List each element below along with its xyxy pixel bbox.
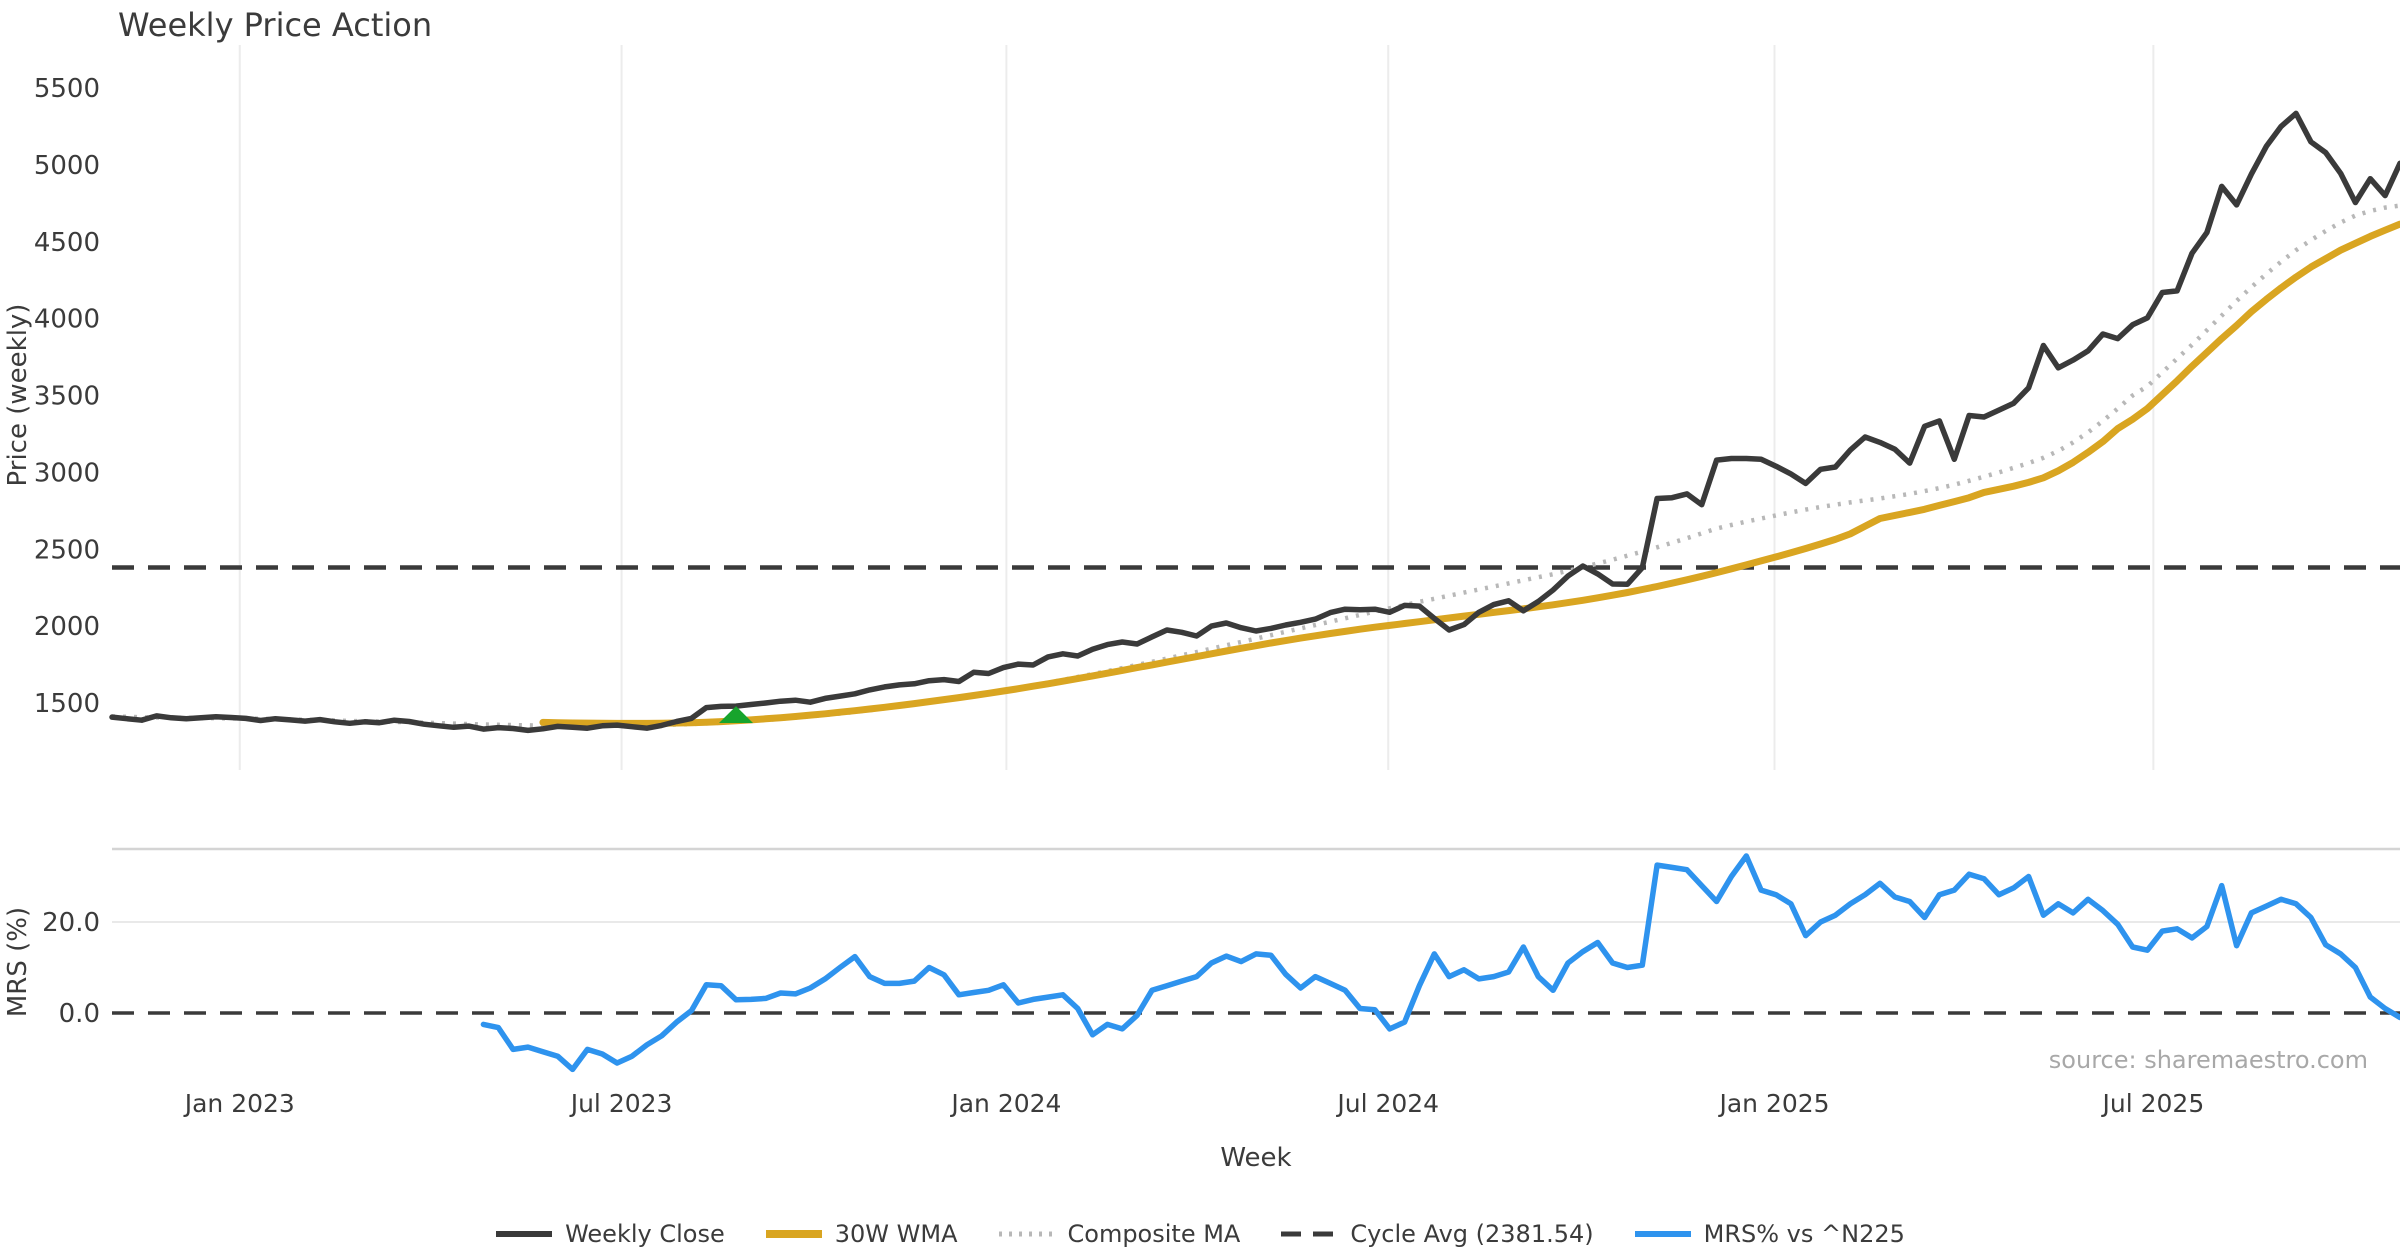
- x-tick-label: Jan 2024: [949, 1089, 1061, 1118]
- source-credit: source: sharemaestro.com: [2049, 1046, 2368, 1074]
- price-axis-label: Price (weekly): [3, 304, 33, 487]
- tick-labels-layer: 1500 2000 2500 3000 3500 4000 4500 5000 5500 0.0 2…: [34, 74, 2204, 1118]
- mrs-axis-label: MRS (%): [3, 907, 33, 1017]
- legend-label: MRS% vs ^N225: [1703, 1220, 1905, 1248]
- price-tick-label: 4000: [34, 305, 100, 335]
- legend-item: Weekly Close: [495, 1220, 725, 1248]
- mrs-line: [480, 853, 2400, 1073]
- price-tick-label: 5500: [34, 74, 100, 104]
- legend-label: 30W WMA: [834, 1220, 958, 1248]
- x-tick-label: Jan 2025: [1717, 1089, 1829, 1118]
- buy-signal-triangle: [719, 706, 753, 723]
- legend-item: Composite MA: [998, 1220, 1241, 1248]
- price-tick-label: 1500: [34, 689, 100, 719]
- legend-line-sample: [1281, 1231, 1338, 1237]
- gridlines-layer: [112, 45, 2400, 923]
- price-tick-label: 2000: [34, 612, 100, 642]
- price-tick-label: 3000: [34, 458, 100, 488]
- x-tick-label: Jul 2023: [569, 1089, 673, 1118]
- price-tick-label: 5000: [34, 151, 100, 181]
- legend-label: Cycle Avg (2381.54): [1350, 1220, 1594, 1248]
- legend-item: Cycle Avg (2381.54): [1280, 1220, 1594, 1248]
- legend-line-sample: [765, 1230, 822, 1238]
- mrs-tick-label: 20.0: [42, 908, 100, 938]
- legend: Weekly Close 30W WMA Composite MA Cycle Avg…: [0, 1220, 2400, 1248]
- weekly-close-line: [109, 110, 2400, 734]
- x-tick-label: Jul 2024: [1335, 1089, 1439, 1118]
- legend-label: Composite MA: [1067, 1220, 1241, 1248]
- series-layer: [109, 110, 2400, 1073]
- legend-line-sample: [496, 1231, 553, 1237]
- chart-title: Weekly Price Action: [118, 6, 432, 44]
- x-axis-label: Week: [1220, 1143, 1291, 1173]
- legend-line-sample: [1634, 1231, 1691, 1237]
- legend-item: MRS% vs ^N225: [1634, 1220, 1905, 1248]
- price-tick-label: 4500: [34, 228, 100, 258]
- mrs-tick-label: 0.0: [59, 999, 100, 1029]
- price-tick-label: 2500: [34, 535, 100, 565]
- x-tick-label: Jan 2023: [183, 1089, 295, 1118]
- x-tick-label: Jul 2025: [2101, 1089, 2205, 1118]
- wma-line: [539, 220, 2400, 727]
- legend-label: Weekly Close: [565, 1220, 725, 1248]
- legend-item: 30W WMA: [765, 1220, 958, 1248]
- legend-line-sample: [998, 1231, 1055, 1237]
- price-tick-label: 3500: [34, 382, 100, 412]
